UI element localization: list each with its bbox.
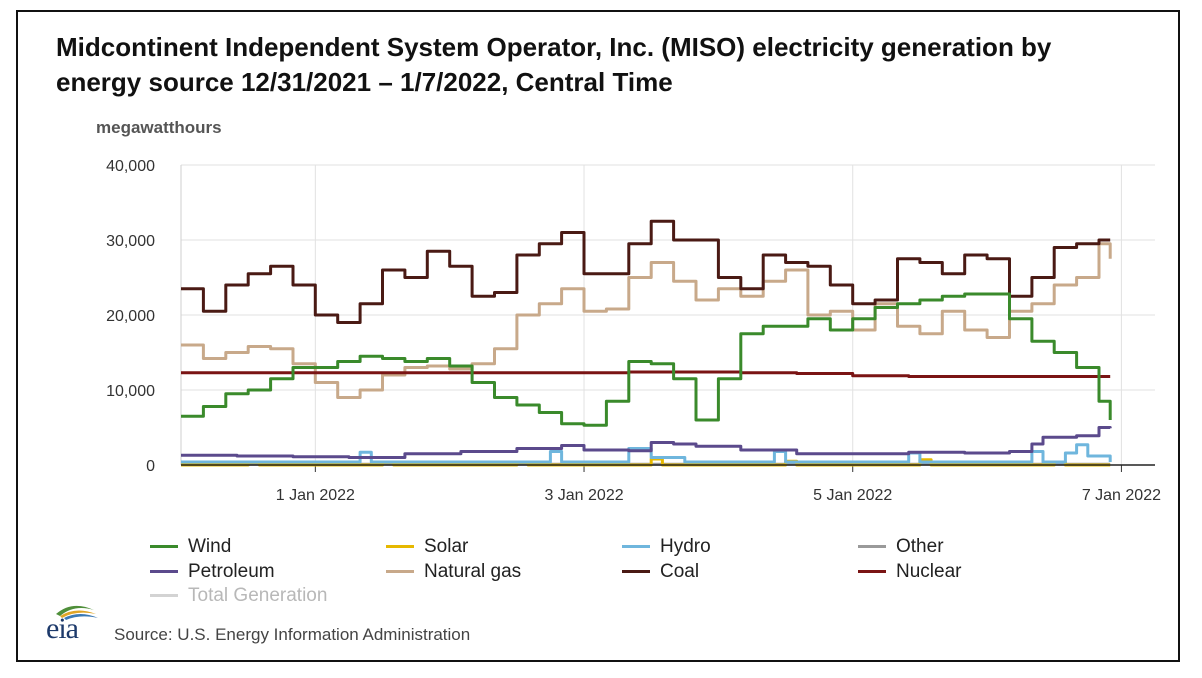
- legend-item-coal[interactable]: Coal: [622, 561, 699, 583]
- source-note: Source: U.S. Energy Information Administ…: [114, 625, 471, 644]
- legend-label-coal: Coal: [660, 561, 700, 582]
- eia-logo-text: eia: [46, 612, 79, 645]
- legend-label-nuclear: Nuclear: [896, 561, 962, 582]
- legend-item-wind[interactable]: Wind: [150, 536, 231, 558]
- eia-logo-swoosh-icon: [56, 605, 98, 620]
- legend-swatch-other: [858, 545, 886, 549]
- legend-item-other[interactable]: Other: [858, 536, 944, 558]
- legend-item-natural-gas[interactable]: Natural gas: [386, 561, 521, 583]
- y-axis-label: megawatthours: [96, 118, 222, 137]
- legend-label-solar: Solar: [424, 536, 469, 557]
- series-line-hydro: [181, 443, 1112, 464]
- chart-frame: [16, 10, 1180, 662]
- x-tick-label: 1 Jan 2022: [276, 487, 355, 504]
- y-tick-label: 20,000: [106, 308, 155, 325]
- y-tick-label: 0: [146, 458, 155, 475]
- legend-swatch-hydro: [622, 545, 650, 549]
- legend-label-natural-gas: Natural gas: [424, 561, 522, 582]
- legend-swatch-total-generation: [150, 594, 178, 598]
- legend-label-petroleum: Petroleum: [188, 561, 275, 582]
- y-tick-label: 30,000: [106, 233, 155, 250]
- legend-label-wind: Wind: [188, 536, 232, 557]
- series-line-nuclear: [181, 370, 1111, 378]
- x-tick-label: 7 Jan 2022: [1082, 487, 1161, 504]
- legend-item-nuclear[interactable]: Nuclear: [858, 561, 961, 583]
- chart-title: Midcontinent Independent System Operator…: [56, 32, 1052, 97]
- legend-swatch-wind: [150, 545, 178, 549]
- legend-item-hydro[interactable]: Hydro: [622, 536, 711, 558]
- series-line-natural-gas: [181, 242, 1112, 399]
- legend-swatch-nuclear: [858, 570, 886, 574]
- legend-item-solar[interactable]: Solar: [386, 536, 468, 558]
- y-tick-label: 10,000: [106, 383, 155, 400]
- legend-swatch-natural-gas: [386, 570, 414, 574]
- x-tick-label: 3 Jan 2022: [544, 487, 623, 504]
- series-line-petroleum: [181, 426, 1112, 459]
- legend-label-total-generation: Total Generation: [188, 585, 328, 606]
- x-tick-label: 5 Jan 2022: [813, 487, 892, 504]
- legend-label-hydro: Hydro: [660, 536, 711, 557]
- legend-label-other: Other: [896, 536, 944, 557]
- eia-logo: eia: [42, 600, 104, 646]
- series-line-coal: [181, 219, 1111, 324]
- legend-swatch-coal: [622, 570, 650, 574]
- legend-swatch-solar: [386, 545, 414, 549]
- y-tick-label: 40,000: [106, 158, 155, 175]
- legend-swatch-petroleum: [150, 570, 178, 574]
- legend-item-petroleum[interactable]: Petroleum: [150, 561, 275, 583]
- legend-item-total-generation[interactable]: Total Generation: [150, 585, 327, 607]
- series-line-wind: [181, 292, 1112, 427]
